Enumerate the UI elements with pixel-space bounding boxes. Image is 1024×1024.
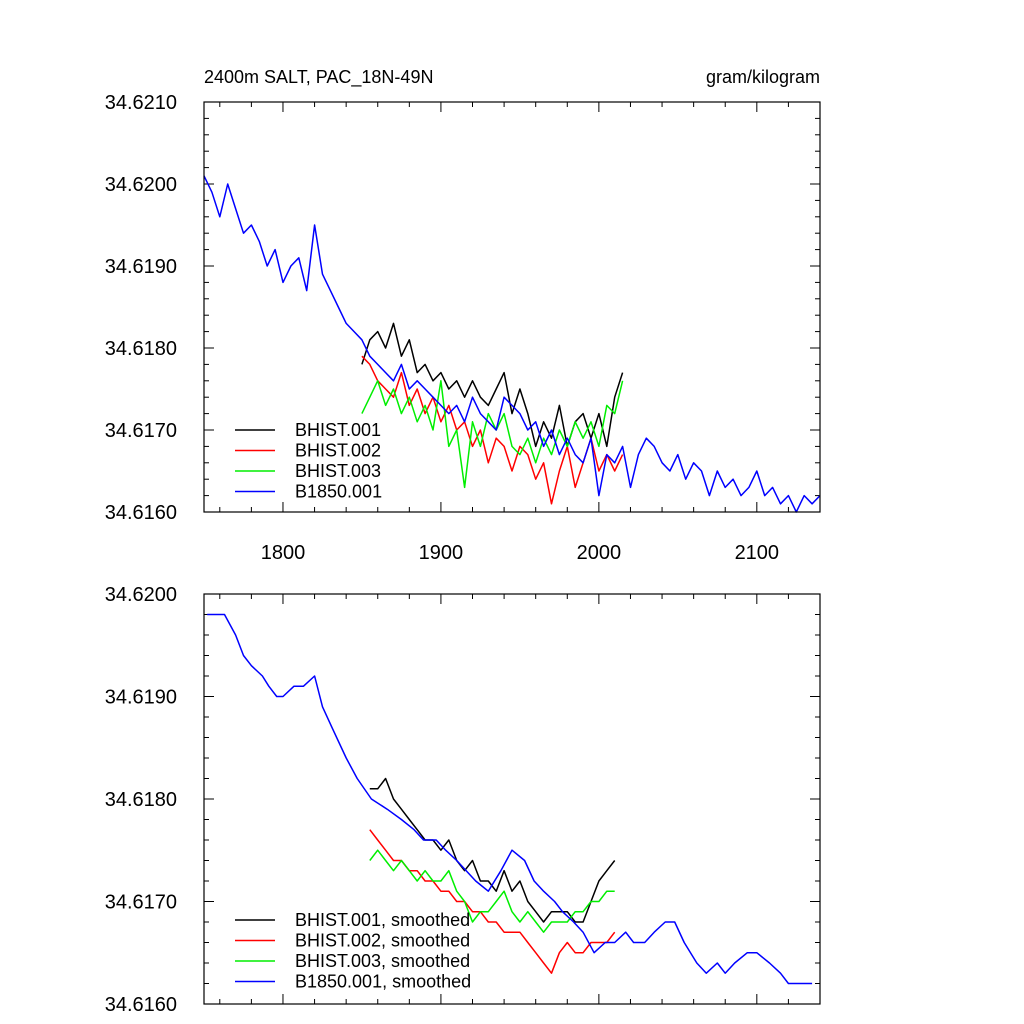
bottom-tick-labels: 34.6160 34.6170 34.6180 34.6190 34.6200 <box>105 584 177 1016</box>
legend-label: BHIST.001 <box>295 420 381 440</box>
x-tick-label: 1900 <box>419 542 464 564</box>
units-label: gram/kilogram <box>706 67 820 87</box>
legend-label: BHIST.003, smoothed <box>295 951 470 971</box>
chart-title: 2400m SALT, PAC_18N-49N <box>204 67 433 88</box>
legend-label: BHIST.002, smoothed <box>295 931 470 951</box>
legend-label: BHIST.001, smoothed <box>295 910 470 930</box>
series-line <box>369 777 616 923</box>
bottom-plot-frame <box>203 593 821 1005</box>
series-line <box>361 322 624 448</box>
top-series-lines <box>203 175 821 513</box>
y-tick-label: 34.6170 <box>105 420 177 442</box>
y-tick-label: 34.6200 <box>105 174 177 196</box>
bottom-panel: 34.6160 34.6170 34.6180 34.6190 34.6200 BHIS… <box>105 584 821 1016</box>
y-tick-label: 34.6190 <box>105 256 177 278</box>
top-plot-frame <box>203 101 821 513</box>
top-tick-labels: 34.6160 34.6170 34.6180 34.6190 34.6200 34.62… <box>105 92 779 564</box>
y-tick-label: 34.6160 <box>105 502 177 524</box>
legend-label: BHIST.002 <box>295 441 381 461</box>
series-line <box>369 849 615 933</box>
legend-label: BHIST.003 <box>295 461 381 481</box>
y-tick-label: 34.6160 <box>105 994 177 1016</box>
y-tick-label: 34.6210 <box>105 92 177 114</box>
bottom-series-lines <box>207 613 813 985</box>
series-line <box>203 175 821 513</box>
top-panel: 2400m SALT, PAC_18N-49N gram/kilogram 34… <box>105 67 821 564</box>
y-tick-label: 34.6200 <box>105 584 177 606</box>
series-line <box>361 355 624 505</box>
x-tick-label: 2000 <box>577 542 622 564</box>
x-tick-label: 1800 <box>261 542 306 564</box>
series-line <box>369 829 616 974</box>
series-line <box>361 380 624 489</box>
y-tick-label: 34.6180 <box>105 338 177 360</box>
y-tick-label: 34.6180 <box>105 789 177 811</box>
series-line <box>207 613 813 985</box>
x-tick-label: 2100 <box>735 542 780 564</box>
y-tick-label: 34.6170 <box>105 892 177 914</box>
legend-label: B1850.001 <box>295 482 382 502</box>
legend-label: B1850.001, smoothed <box>295 972 471 992</box>
y-tick-label: 34.6190 <box>105 687 177 709</box>
